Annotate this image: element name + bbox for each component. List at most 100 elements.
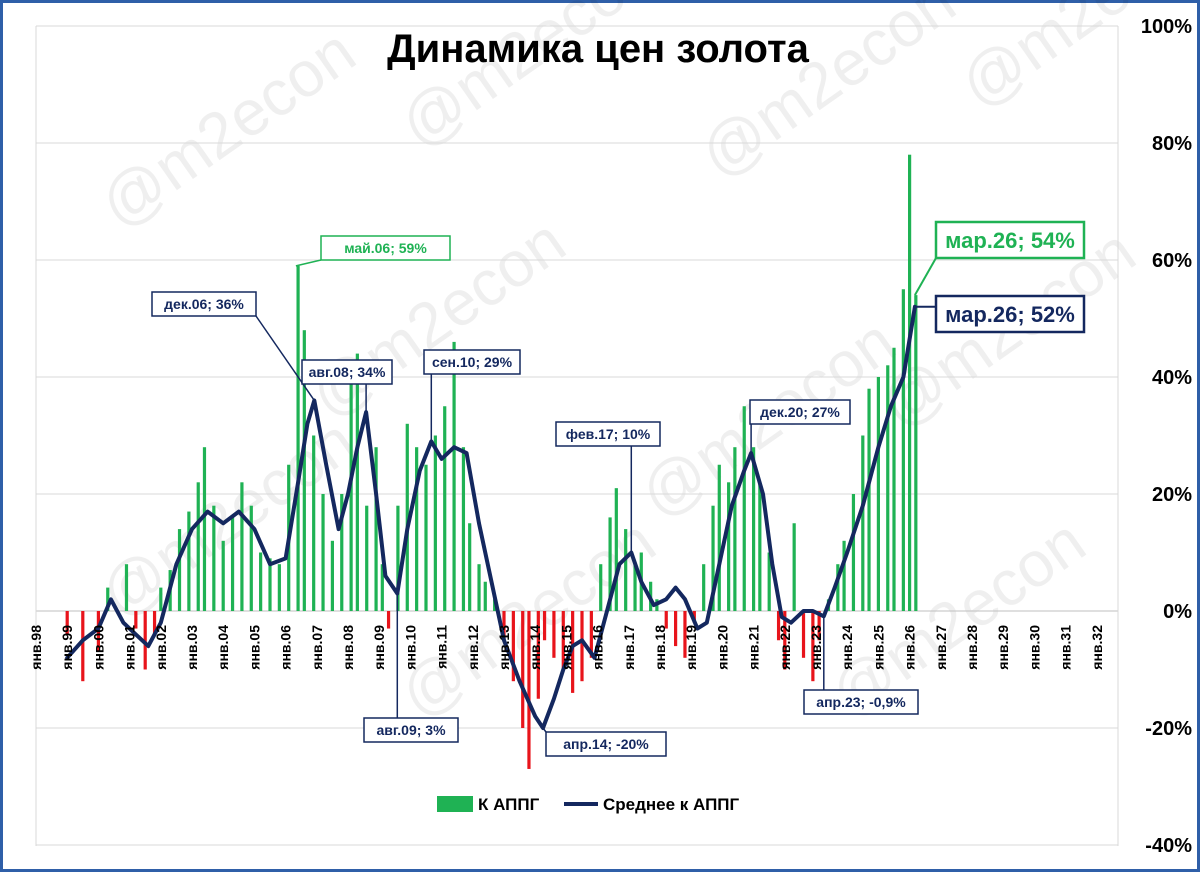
- y-tick-label: 0%: [1163, 601, 1192, 623]
- bar: [268, 558, 272, 611]
- x-tick-label: янв.02: [153, 625, 169, 670]
- annotation-label: дек.06; 36%: [164, 296, 244, 312]
- annotation-box: [423, 349, 521, 375]
- bar: [187, 511, 191, 611]
- bar: [536, 611, 540, 699]
- annotation-label: сен.10; 29%: [432, 354, 513, 370]
- annotation-box: [749, 399, 851, 425]
- x-tick-label: янв.06: [278, 625, 294, 670]
- bar: [599, 564, 603, 611]
- y-tick-label: 60%: [1152, 250, 1192, 272]
- bar: [801, 611, 806, 658]
- annotation-box: [555, 421, 661, 447]
- x-tick-label: янв.03: [184, 625, 200, 670]
- x-axis-ticks: янв.98 янв.99 янв.00 янв.01 янв.02 янв.03 янв.…: [28, 625, 1105, 670]
- x-tick-label: янв.98: [28, 625, 44, 670]
- bar: [752, 447, 756, 611]
- y-tick-label: 40%: [1152, 367, 1192, 389]
- bar: [733, 447, 737, 611]
- bar: [783, 611, 787, 670]
- bar: [302, 330, 306, 611]
- bar: [461, 447, 466, 611]
- bar: [527, 611, 531, 769]
- bar: [443, 406, 447, 611]
- x-tick-label: янв.28: [964, 625, 980, 670]
- bar: [817, 611, 821, 641]
- bar: [152, 611, 157, 635]
- bar: [542, 611, 547, 641]
- bar: [914, 295, 918, 611]
- average-line-series: [65, 304, 917, 730]
- bar: [65, 611, 69, 635]
- bar: [886, 365, 890, 611]
- legend: К АППГ Среднее к АППГ: [437, 795, 740, 814]
- bar: [124, 564, 129, 611]
- bar: [240, 482, 244, 611]
- bar: [892, 347, 896, 611]
- watermark-text: @m2econ: [387, 0, 668, 161]
- x-tick-label: янв.18: [652, 625, 668, 670]
- bar: [867, 388, 871, 611]
- bar: [901, 289, 905, 611]
- x-tick-label: янв.29: [995, 625, 1011, 670]
- annotation-box: [363, 717, 459, 743]
- x-tick-label: янв.00: [90, 625, 106, 670]
- bar: [134, 611, 138, 629]
- x-tick-label: янв.11: [434, 625, 450, 669]
- x-tick-label: янв.16: [590, 625, 606, 670]
- bar: [861, 435, 865, 611]
- y-axis-ticks: -40% -20% 0% 20% 40% 60% 80% 100%: [1141, 16, 1192, 857]
- x-tick-label: янв.15: [558, 625, 574, 670]
- bar: [614, 488, 618, 611]
- bar: [143, 611, 147, 670]
- bar: [321, 494, 325, 611]
- bar: [296, 265, 300, 611]
- bar: [836, 564, 840, 611]
- annotation-label: май.06; 59%: [344, 240, 427, 256]
- bar: [433, 435, 437, 611]
- legend-label-bar: К АППГ: [478, 795, 540, 814]
- bar: [842, 540, 846, 611]
- x-tick-label: янв.24: [839, 625, 855, 670]
- y-tick-label: -40%: [1145, 835, 1192, 857]
- bar: [81, 611, 85, 682]
- bar: [571, 611, 575, 693]
- bar: [767, 552, 771, 611]
- bar: [249, 505, 253, 611]
- bar: [589, 611, 593, 658]
- annotation-box: [320, 235, 451, 261]
- bar: [452, 341, 456, 611]
- x-tick-label: янв.25: [870, 625, 886, 670]
- x-tick-label: янв.12: [465, 625, 481, 670]
- x-tick-label: янв.30: [1026, 625, 1042, 670]
- watermark-layer: @m2econ @m2econ @m2econ@m2econ@m2econ @m2ec…: [87, 0, 1200, 731]
- annotation-leader: [295, 259, 322, 267]
- annotation-box: [545, 731, 667, 757]
- bar: [702, 564, 706, 611]
- annotation-label: фев.17; 10%: [566, 426, 651, 442]
- y-tick-label: -20%: [1145, 718, 1192, 740]
- bar: [196, 482, 200, 611]
- bar: [776, 611, 781, 641]
- bar: [664, 611, 668, 629]
- bar: [908, 154, 912, 611]
- x-tick-label: янв.17: [621, 625, 637, 670]
- annotation-box: [934, 294, 1086, 334]
- annotation-box: [151, 291, 257, 317]
- bar: [468, 523, 472, 611]
- annotation-box: [803, 689, 919, 715]
- y-tick-label: 100%: [1141, 16, 1192, 38]
- bar: [624, 529, 628, 611]
- y-tick-label: 80%: [1152, 133, 1192, 155]
- annotation-label: авг.08; 34%: [309, 364, 386, 380]
- x-tick-label: янв.10: [402, 625, 418, 670]
- x-tick-label: янв.22: [777, 625, 793, 670]
- watermark-text: @m2econ: [87, 15, 368, 242]
- bar: [683, 611, 687, 658]
- bar: [580, 611, 584, 682]
- bar: [792, 523, 796, 611]
- bar: [380, 564, 384, 611]
- bar: [742, 406, 746, 611]
- x-tick-label: янв.20: [714, 625, 730, 670]
